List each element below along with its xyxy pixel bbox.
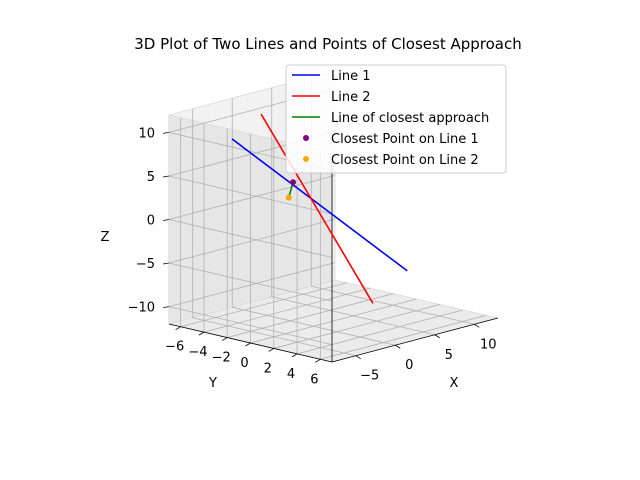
grid-line-z — [168, 306, 333, 345]
z-tick-mark — [162, 175, 170, 178]
grid-line-y — [250, 298, 417, 344]
axis-ticks: −5 0 5 10 −6 −4 −2 0 2 4 6 −10 −5 0 5 10 — [128, 126, 497, 387]
legend: Line 1 Line 2 Line of closest approach Clos… — [285, 64, 507, 174]
legend-label-5: Closest Point on Line 2 — [331, 153, 479, 168]
legend-label-2: Line 2 — [331, 90, 371, 105]
axes-grid — [168, 77, 487, 360]
y-axis-label: Y — [208, 376, 217, 391]
series-line-1 — [231, 138, 408, 272]
grid-line-z — [168, 175, 333, 215]
x-tick-label: 5 — [445, 348, 453, 363]
legend-label-3: Line of closest approach — [331, 111, 489, 126]
grid-line-y — [180, 282, 347, 328]
y-tick-mark — [175, 326, 181, 331]
series-point-4 — [289, 179, 296, 186]
grid-line-y — [203, 287, 371, 333]
grid-line-y — [320, 314, 487, 360]
grid-line-y — [296, 309, 464, 355]
grid-line-z — [168, 262, 336, 307]
legend-swatch-5 — [303, 156, 309, 162]
data-marks — [231, 113, 408, 304]
grid-line-y — [227, 293, 394, 338]
x-tick-mark — [434, 334, 440, 339]
z-tick-mark — [162, 132, 170, 134]
grid-line-z — [168, 262, 333, 302]
grid-line-z — [168, 218, 336, 264]
x-axis-line — [331, 317, 499, 363]
x-tick-label: 0 — [405, 358, 413, 373]
y-tick-mark — [291, 353, 298, 358]
x-tick-mark — [395, 344, 401, 349]
grid-line-z — [168, 175, 336, 220]
x-tick-label: 10 — [480, 337, 497, 352]
y-tick-mark — [245, 342, 251, 347]
legend-label-4: Closest Point on Line 1 — [331, 132, 479, 147]
y-tick-label: −4 — [188, 345, 207, 360]
y-tick-label: −2 — [212, 351, 231, 366]
y-tick-label: 4 — [287, 367, 295, 382]
series-point-5 — [285, 194, 292, 201]
legend-swatch-4 — [303, 135, 309, 141]
legend-label-1: Line 1 — [331, 69, 371, 84]
grid-line-z — [168, 219, 333, 258]
z-tick-mark — [162, 262, 170, 265]
z-tick-label: 10 — [138, 126, 155, 141]
series-line-2 — [260, 113, 374, 304]
y-tick-label: 0 — [240, 356, 248, 371]
z-axis-label: Z — [101, 230, 110, 245]
x-tick-label: −5 — [360, 369, 379, 384]
z-tick-label: −10 — [128, 301, 155, 316]
y-tick-label: 2 — [264, 361, 272, 376]
z-tick-mark — [162, 219, 170, 221]
chart-title: 3D Plot of Two Lines and Points of Close… — [134, 35, 522, 53]
grid-line-y — [273, 304, 440, 349]
x-tick-mark — [355, 355, 361, 360]
z-tick-label: −5 — [136, 257, 155, 272]
z-tick-label: 0 — [147, 214, 155, 229]
y-tick-label: 6 — [310, 372, 318, 387]
y-tick-mark — [222, 337, 228, 341]
x-axis-label: X — [450, 376, 459, 391]
y-tick-mark — [198, 331, 205, 336]
z-tick-label: 5 — [147, 170, 155, 185]
z-tick-mark — [162, 306, 170, 308]
y-tick-mark — [268, 348, 274, 352]
x-tick-mark — [474, 323, 480, 328]
legend-frame — [285, 64, 507, 174]
y-tick-mark — [315, 358, 321, 363]
y-tick-label: −6 — [165, 340, 184, 355]
